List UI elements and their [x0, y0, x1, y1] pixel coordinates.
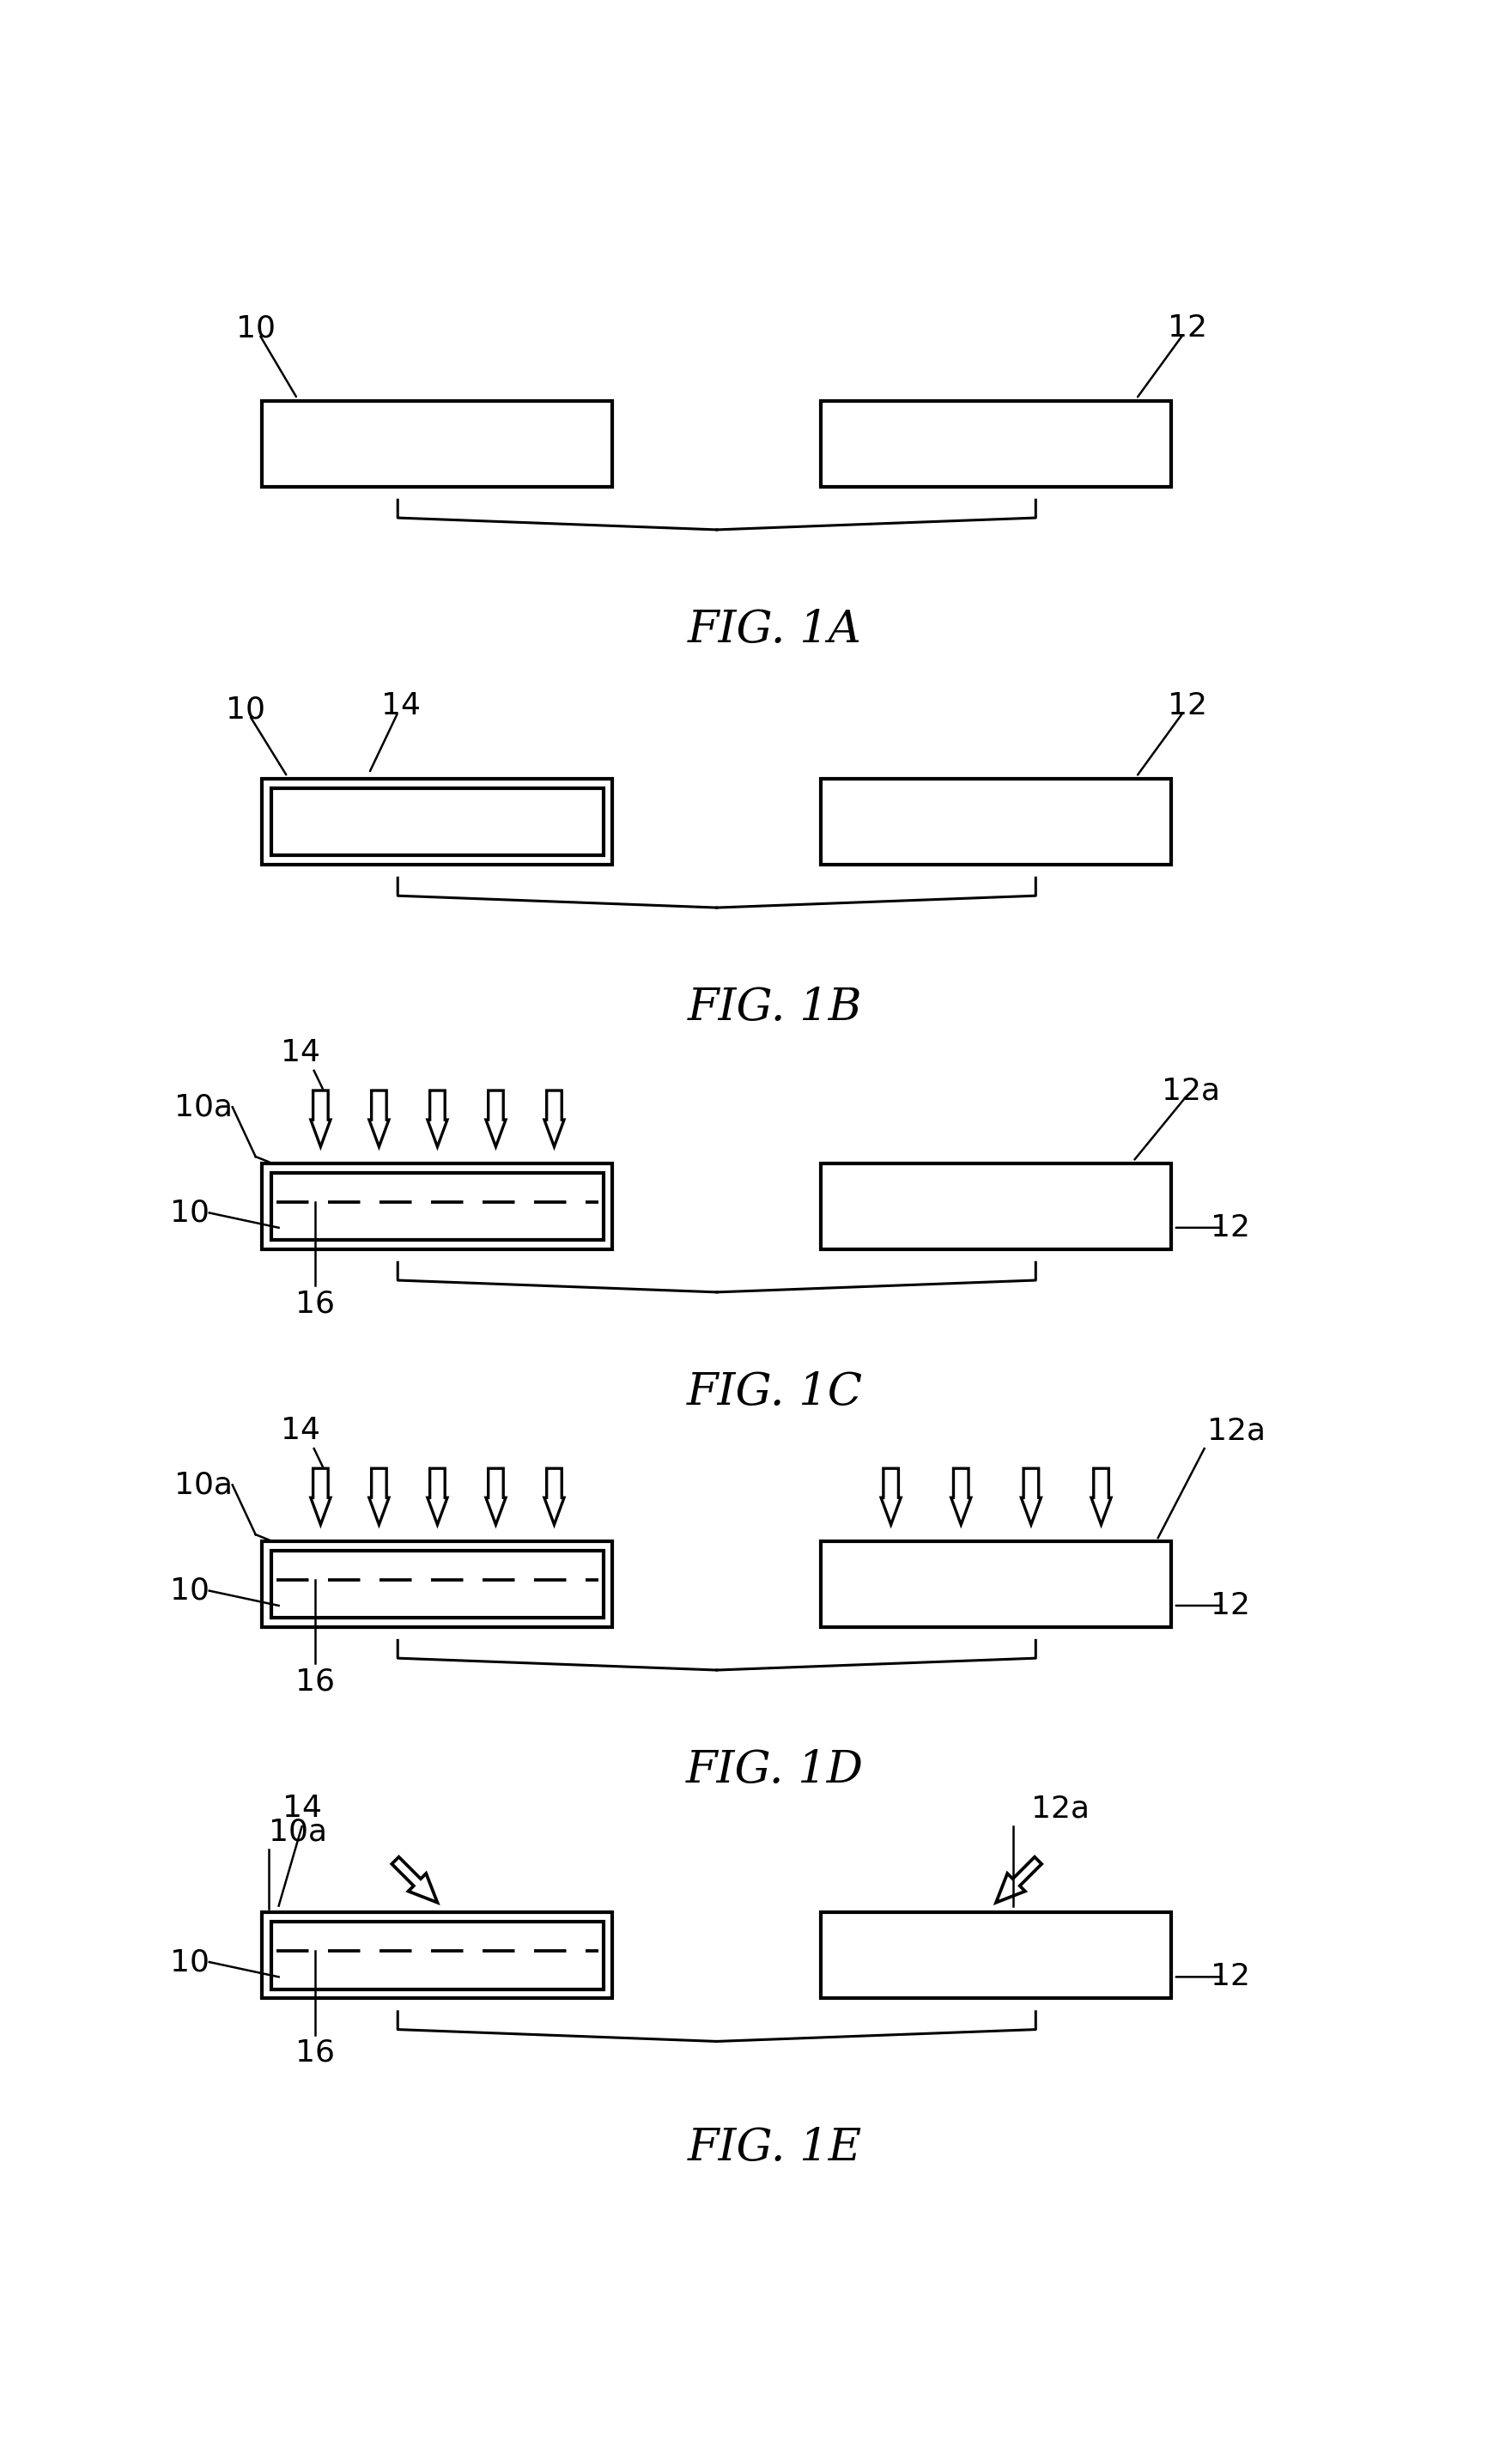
- Text: 12a: 12a: [1161, 1075, 1220, 1104]
- Polygon shape: [544, 1090, 564, 1146]
- Bar: [262, 778, 612, 864]
- Polygon shape: [1092, 1467, 1111, 1524]
- Bar: [821, 1541, 1172, 1627]
- Text: FIG. 1C: FIG. 1C: [686, 1369, 863, 1414]
- Polygon shape: [951, 1467, 971, 1524]
- Bar: [262, 1163, 612, 1249]
- Polygon shape: [369, 1467, 389, 1524]
- Bar: [272, 1921, 603, 1990]
- Bar: [821, 778, 1172, 864]
- Text: 10: 10: [236, 314, 275, 344]
- Text: 14: 14: [381, 692, 420, 721]
- Polygon shape: [485, 1467, 505, 1524]
- Bar: [262, 1541, 612, 1627]
- Text: 16: 16: [295, 1666, 334, 1696]
- Text: 10a: 10a: [269, 1816, 327, 1845]
- Text: FIG. 1B: FIG. 1B: [688, 987, 862, 1028]
- Text: 12: 12: [1211, 1963, 1250, 1993]
- Polygon shape: [369, 1090, 389, 1146]
- Polygon shape: [310, 1090, 331, 1146]
- Polygon shape: [428, 1467, 448, 1524]
- Polygon shape: [1021, 1467, 1040, 1524]
- Bar: [821, 1912, 1172, 1998]
- Text: FIG. 1E: FIG. 1E: [688, 2125, 862, 2169]
- Bar: [272, 788, 603, 856]
- Polygon shape: [485, 1090, 505, 1146]
- Polygon shape: [310, 1467, 331, 1524]
- Text: 10a: 10a: [174, 1092, 233, 1121]
- Text: 12: 12: [1211, 1212, 1250, 1242]
- Text: 10a: 10a: [174, 1470, 233, 1499]
- Text: 14: 14: [281, 1416, 321, 1445]
- Bar: [262, 1912, 612, 1998]
- Text: 16: 16: [295, 2039, 334, 2066]
- Text: 12a: 12a: [1208, 1416, 1266, 1445]
- Text: 12: 12: [1169, 314, 1208, 344]
- Text: 14: 14: [281, 1038, 321, 1067]
- Text: 12a: 12a: [1031, 1794, 1090, 1823]
- Bar: [821, 400, 1172, 486]
- Bar: [272, 1173, 603, 1239]
- Polygon shape: [996, 1858, 1042, 1902]
- Polygon shape: [544, 1467, 564, 1524]
- Text: 12: 12: [1211, 1590, 1250, 1620]
- Bar: [821, 1163, 1172, 1249]
- Polygon shape: [392, 1858, 437, 1902]
- Bar: [272, 1551, 603, 1617]
- Text: FIG. 1D: FIG. 1D: [686, 1747, 863, 1791]
- Text: 16: 16: [295, 1288, 334, 1318]
- Text: 10: 10: [169, 1575, 209, 1605]
- Text: 10: 10: [169, 1948, 209, 1975]
- Polygon shape: [428, 1090, 448, 1146]
- Polygon shape: [881, 1467, 901, 1524]
- Text: 14: 14: [283, 1794, 322, 1823]
- Text: 10: 10: [225, 694, 266, 724]
- Text: 10: 10: [169, 1198, 209, 1227]
- Text: FIG. 1A: FIG. 1A: [688, 609, 862, 650]
- Text: 12: 12: [1169, 692, 1208, 721]
- Bar: [262, 400, 612, 486]
